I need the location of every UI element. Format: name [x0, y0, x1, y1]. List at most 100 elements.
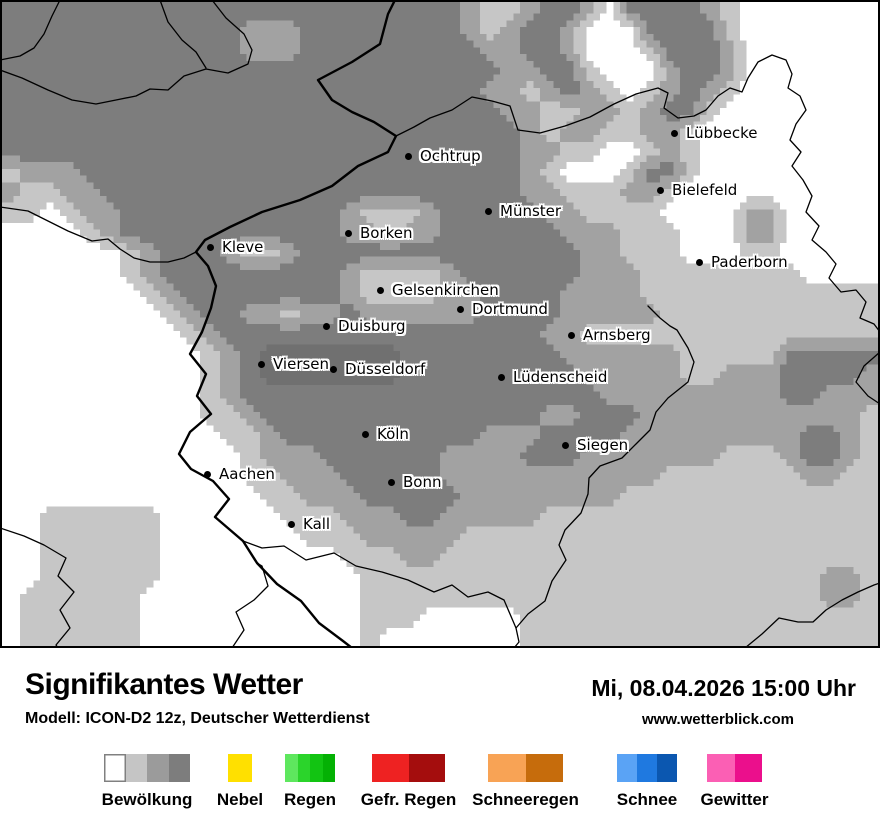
- city-marker-lbbecke: Lübbecke: [671, 124, 758, 142]
- city-marker-dortmund: Dortmund: [457, 300, 548, 318]
- city-marker-mnster: Münster: [485, 202, 561, 220]
- city-dot: [485, 207, 492, 215]
- legend-color-cell: [408, 754, 445, 782]
- map-area: Ochtrup Lübbecke Bielefeld Münster Borken Kle…: [0, 0, 880, 648]
- legend-color-cell: [228, 754, 252, 782]
- legend-swatch-schneeregen: [488, 754, 563, 782]
- city-label: Düsseldorf: [345, 360, 426, 378]
- model-info: Modell: ICON-D2 12z, Deutscher Wetterdie…: [25, 710, 370, 727]
- city-label: Borken: [360, 224, 413, 242]
- city-dot: [345, 229, 352, 237]
- city-dot: [457, 305, 464, 313]
- city-dot: [568, 331, 575, 339]
- city-label: Bielefeld: [672, 181, 738, 199]
- city-dot: [207, 243, 214, 251]
- legend-color-cell: [168, 754, 190, 782]
- border-bottom-right-border: [744, 582, 880, 648]
- city-label: Lüdenscheid: [513, 368, 608, 386]
- city-dot: [323, 322, 330, 330]
- legend-label: Bewölkung: [101, 790, 193, 809]
- city-dot: [204, 470, 211, 478]
- city-marker-dsseldorf: Düsseldorf: [330, 360, 425, 378]
- footer: Signifikantes Wetter Mi, 08.04.2026 15:0…: [0, 648, 880, 830]
- city-label: Köln: [377, 425, 409, 443]
- city-label: Ochtrup: [420, 147, 481, 165]
- border-nl-province-2: [159, 0, 207, 69]
- border-hessen-border: [513, 305, 695, 648]
- city-marker-viersen: Viersen: [258, 355, 329, 373]
- city-label: Aachen: [219, 465, 275, 483]
- legend-color-cell: [488, 754, 526, 782]
- city-dot: [330, 365, 337, 373]
- city-dot: [388, 478, 395, 486]
- legend-label: Gefr. Regen: [360, 790, 457, 809]
- city-dot: [288, 520, 295, 528]
- legend-color-cell: [147, 754, 169, 782]
- legend-swatch-bewlkung: [104, 754, 190, 782]
- city-marker-bonn: Bonn: [388, 473, 441, 491]
- legend-color-cell: [617, 754, 637, 782]
- city-label: Arnsberg: [583, 326, 651, 344]
- city-dot: [562, 441, 569, 449]
- city-label: Lübbecke: [686, 124, 758, 142]
- legend-color-cell: [285, 754, 298, 782]
- city-label: Kleve: [222, 238, 264, 256]
- city-marker-siegen: Siegen: [562, 436, 628, 454]
- legend-color-cell: [297, 754, 310, 782]
- legend-color-cell: [310, 754, 323, 782]
- city-marker-arnsberg: Arnsberg: [568, 326, 651, 344]
- city-dot: [405, 152, 412, 160]
- city-marker-ochtrup: Ochtrup: [405, 147, 481, 165]
- city-label: Kall: [303, 515, 331, 533]
- border-south-nrw-border: [242, 540, 517, 629]
- legend-label: Regen: [284, 790, 336, 809]
- legend-color-cell: [125, 754, 147, 782]
- city-marker-kln: Köln: [362, 425, 409, 443]
- border-nl-province-1: [0, 0, 253, 105]
- legend-color-cell: [637, 754, 657, 782]
- legend-swatch-regen: [285, 754, 335, 782]
- legend-label: Gewitter: [700, 790, 769, 809]
- border-rlp-border: [231, 562, 269, 648]
- city-marker-duisburg: Duisburg: [323, 317, 406, 335]
- city-dot: [362, 430, 369, 438]
- border-niedersachsen-border: [395, 54, 880, 333]
- city-label: Duisburg: [338, 317, 406, 335]
- legend-label: Nebel: [216, 790, 264, 809]
- city-label: Gelsenkirchen: [392, 281, 499, 299]
- city-marker-gelsenkirchen: Gelsenkirchen: [377, 281, 499, 299]
- legend-swatch-gewitter: [707, 754, 762, 782]
- website-url: www.wetterblick.com: [642, 711, 794, 728]
- state-borders: [0, 0, 880, 648]
- border-nl-province-4: [0, 206, 197, 263]
- city-marker-kall: Kall: [288, 515, 330, 533]
- legend-color-cell: [525, 754, 563, 782]
- city-marker-borken: Borken: [345, 224, 413, 242]
- city-label: Bonn: [403, 473, 442, 491]
- city-dot: [657, 186, 664, 194]
- legend-swatch-schnee: [617, 754, 677, 782]
- border-nl-province-3: [0, 0, 61, 61]
- city-dot: [258, 360, 265, 368]
- border-east-border-segment: [855, 351, 880, 405]
- city-dot: [498, 373, 505, 381]
- legend-color-cell: [734, 754, 762, 782]
- city-marker-ldenscheid: Lüdenscheid: [498, 368, 607, 386]
- legend-color-cell: [657, 754, 677, 782]
- legend-color-cell: [707, 754, 735, 782]
- legend: Bewölkung Nebel Regen Gefr. Regen Schneerege…: [0, 754, 880, 824]
- city-dot: [377, 286, 384, 294]
- page-title: Signifikantes Wetter: [25, 668, 303, 701]
- legend-label: Schnee: [616, 790, 678, 809]
- cloud-cover-raster: [0, 0, 880, 648]
- city-dot: [696, 258, 703, 266]
- legend-color-cell: [104, 754, 126, 782]
- city-label: Münster: [500, 202, 562, 220]
- city-dot: [671, 129, 678, 137]
- city-label: Siegen: [577, 436, 629, 454]
- forecast-datetime: Mi, 08.04.2026 15:00 Uhr: [591, 675, 856, 701]
- legend-label: Schneeregen: [472, 790, 579, 809]
- legend-swatch-gefrregen: [372, 754, 445, 782]
- city-marker-kleve: Kleve: [207, 238, 263, 256]
- border-belgium-border: [0, 527, 75, 648]
